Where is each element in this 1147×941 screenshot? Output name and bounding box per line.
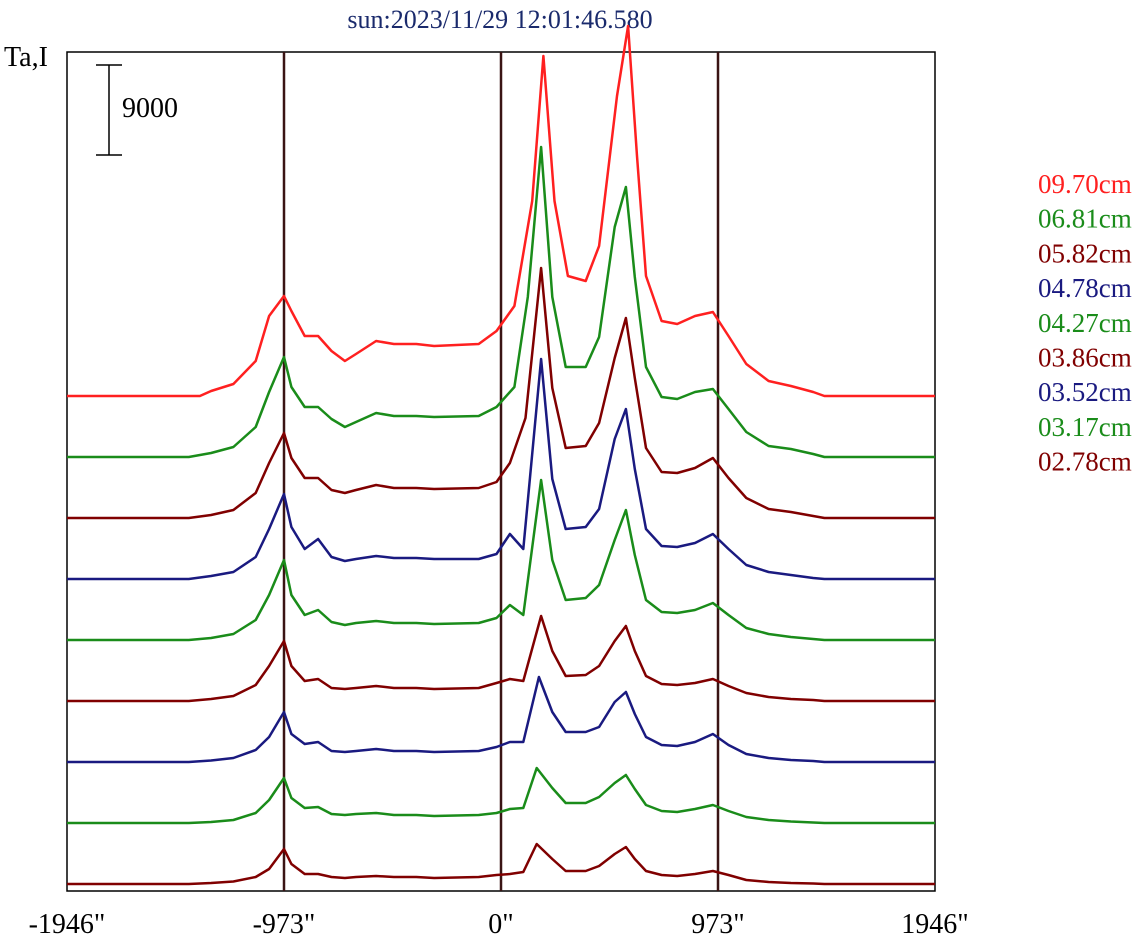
legend-item-03.52cm: 03.52cm [1038, 377, 1132, 407]
x-tick-label-4: 1946" [901, 909, 968, 940]
series-line-09.70cm [67, 24, 935, 398]
scale-bar-label: 9000 [122, 93, 178, 124]
legend-item-03.86cm: 03.86cm [1038, 343, 1132, 373]
x-tick-label-1: -973" [253, 909, 316, 940]
series-line-04.78cm [67, 357, 935, 581]
x-tick-label-3: 973" [691, 909, 744, 940]
series-line-03.52cm [67, 675, 935, 764]
legend-item-02.78cm: 02.78cm [1038, 447, 1132, 477]
x-tick-labels: -1946" -973" 0" 973" 1946" [29, 909, 969, 940]
legend: 09.70cm 06.81cm 05.82cm 04.78cm 04.27cm 03.86… [1038, 169, 1132, 477]
series-line-02.78cm [67, 842, 935, 886]
series-line-03.86cm [67, 614, 935, 703]
legend-item-09.70cm: 09.70cm [1038, 169, 1132, 199]
y-axis-label: Ta,I [4, 42, 48, 73]
vertical-reference-lines [282, 52, 720, 891]
legend-item-04.78cm: 04.78cm [1038, 273, 1132, 303]
scale-bar: 9000 [96, 64, 178, 156]
x-tick-label-0: -1946" [29, 909, 106, 940]
series-line-03.17cm [67, 766, 935, 825]
chart-title: sun:2023/11/29 12:01:46.580 [347, 5, 652, 34]
legend-item-04.27cm: 04.27cm [1038, 308, 1132, 338]
series-lines [67, 24, 935, 886]
series-line-05.82cm [67, 266, 935, 520]
series-line-04.27cm [67, 478, 935, 642]
legend-item-03.17cm: 03.17cm [1038, 412, 1132, 442]
legend-item-06.81cm: 06.81cm [1038, 204, 1132, 234]
series-line-06.81cm [67, 145, 935, 459]
x-tick-label-2: 0" [488, 909, 513, 940]
legend-item-05.82cm: 05.82cm [1038, 238, 1132, 268]
